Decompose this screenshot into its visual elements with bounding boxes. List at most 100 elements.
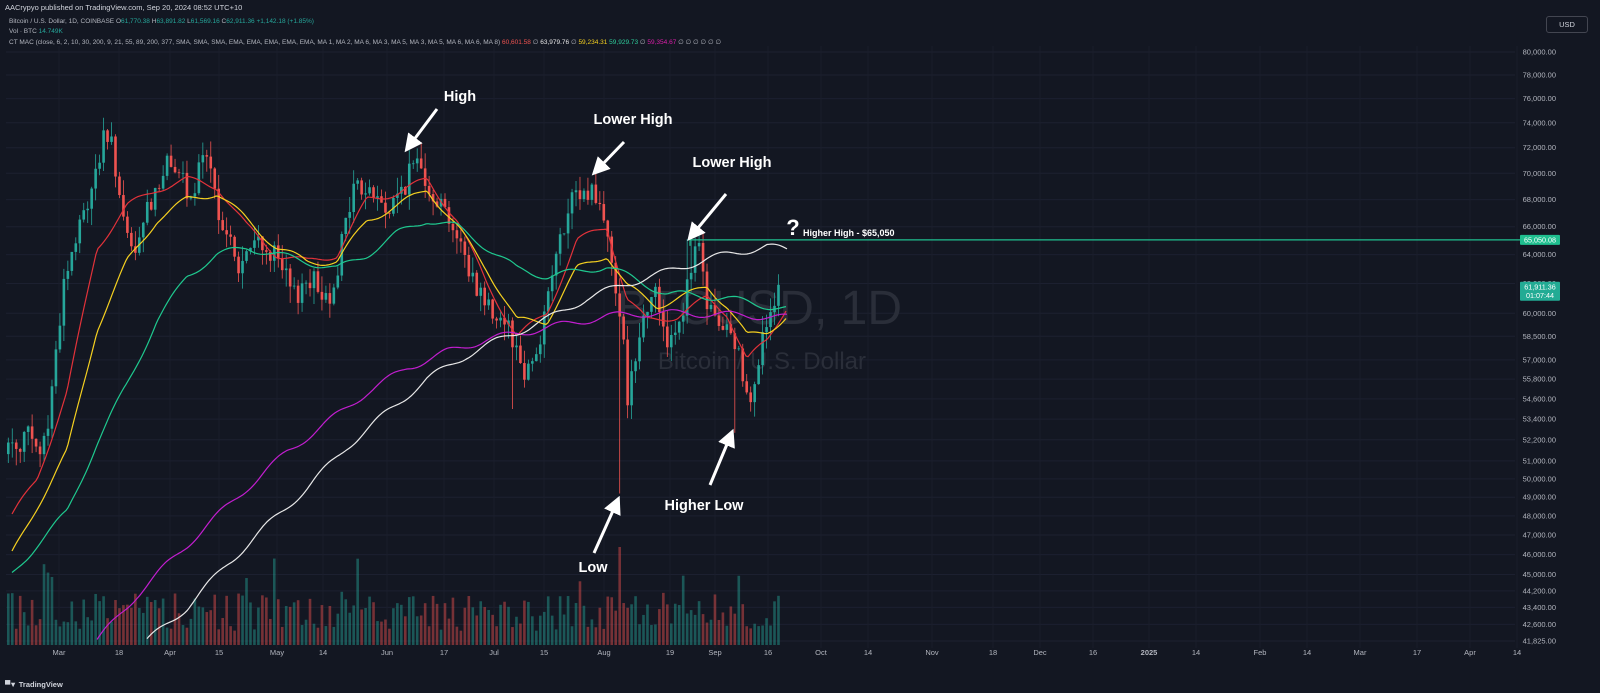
volume-bar	[237, 593, 240, 645]
candle-body	[312, 271, 316, 289]
volume-bar	[201, 607, 205, 645]
candle-body	[14, 442, 18, 449]
ma-line	[11, 221, 787, 573]
candle-body	[38, 446, 42, 455]
volume-bar	[483, 607, 486, 645]
volume-bar	[558, 596, 562, 645]
volume-bar	[578, 581, 582, 645]
volume-bar	[662, 592, 665, 645]
volume-bar	[58, 626, 62, 645]
candle-body	[451, 223, 455, 231]
candle-body	[602, 204, 606, 221]
y-tick-label: 58,500.00	[1523, 332, 1556, 341]
volume-bar	[753, 623, 756, 645]
volume-bar	[404, 616, 407, 645]
volume-bar	[495, 626, 498, 645]
moving-averages	[11, 175, 788, 640]
volume-bar	[169, 628, 173, 645]
volume-bar	[487, 609, 490, 645]
x-tick-label: Sep	[708, 648, 721, 657]
volume-bar	[705, 622, 709, 645]
volume-bar	[479, 601, 483, 645]
annotation-label: High	[444, 89, 476, 105]
candle-body	[324, 293, 328, 300]
candle-body	[58, 325, 62, 350]
volume-bar	[22, 612, 26, 645]
candle-body	[261, 236, 264, 251]
candle-body	[614, 262, 618, 294]
volume-bar	[709, 619, 713, 645]
volume-bar	[189, 618, 193, 645]
candle-body	[538, 344, 542, 355]
volume-bar	[42, 564, 46, 645]
volume-bar	[654, 624, 657, 645]
candle-body	[658, 286, 661, 313]
volume-bar	[650, 625, 653, 645]
candle-body	[376, 196, 379, 198]
y-axis-bg	[1522, 44, 1600, 656]
candle-body	[300, 283, 304, 303]
volume-bar	[300, 625, 304, 645]
ma-line	[11, 175, 787, 515]
volume-bar	[261, 595, 264, 645]
legend-h-value: 63,891.82	[156, 18, 186, 25]
candle-body	[753, 384, 756, 403]
candle-body	[209, 156, 213, 169]
candle-body	[241, 260, 244, 274]
candle-body	[685, 279, 689, 316]
volume-bar	[717, 619, 721, 645]
volume-bar	[372, 602, 375, 645]
annotation-label: Lower High	[693, 155, 772, 171]
candle-body	[304, 282, 308, 284]
volume-bar	[749, 628, 752, 645]
volume-bar	[467, 596, 471, 645]
candle-body	[66, 270, 70, 279]
volume-bar	[145, 596, 149, 645]
volume-bar	[34, 625, 38, 645]
x-tick-label: Feb	[1254, 648, 1267, 657]
candle-body	[666, 326, 669, 348]
volume-bar	[98, 601, 101, 645]
volume-bar	[14, 628, 18, 645]
candle-body	[94, 168, 97, 189]
currency-button[interactable]: USD	[1546, 16, 1588, 33]
volume-bar	[531, 616, 534, 645]
candle-body	[110, 136, 113, 142]
candle-body	[503, 317, 506, 325]
volume-bar	[669, 623, 673, 645]
candle-body	[542, 311, 546, 345]
candle-body	[761, 332, 764, 366]
candle-body	[487, 299, 490, 306]
legend-o-value: 61,770.38	[121, 18, 150, 25]
x-tick-label: 18	[115, 648, 123, 657]
volume-bar	[114, 600, 117, 645]
volume-bar	[396, 603, 399, 645]
candle-body	[630, 371, 633, 406]
volume-bar	[245, 578, 248, 645]
candle-body	[82, 210, 86, 220]
volume-bar	[253, 629, 256, 645]
candle-body	[165, 155, 169, 176]
candle-body	[697, 242, 701, 247]
volume-bar	[94, 593, 97, 645]
y-tick-label: 70,000.00	[1523, 169, 1556, 178]
volume-bar	[415, 616, 419, 645]
volume-bar	[272, 558, 276, 645]
volume-bar	[701, 614, 705, 645]
volume-bar	[229, 626, 232, 645]
candle-body	[34, 438, 38, 447]
candle-body	[352, 183, 355, 213]
volume-bar	[257, 607, 260, 645]
volume-bar	[630, 604, 633, 645]
volume-bar	[435, 603, 439, 645]
y-tick-label: 50,000.00	[1523, 474, 1556, 483]
candle-body	[554, 253, 558, 276]
x-tick-label: Mar	[53, 648, 66, 657]
volume-bar	[519, 623, 522, 645]
y-tick-label: 80,000.00	[1523, 48, 1556, 57]
volume-bar	[618, 547, 621, 645]
ma-line	[96, 309, 788, 640]
ma-line	[146, 243, 788, 640]
candle-body	[733, 333, 737, 350]
